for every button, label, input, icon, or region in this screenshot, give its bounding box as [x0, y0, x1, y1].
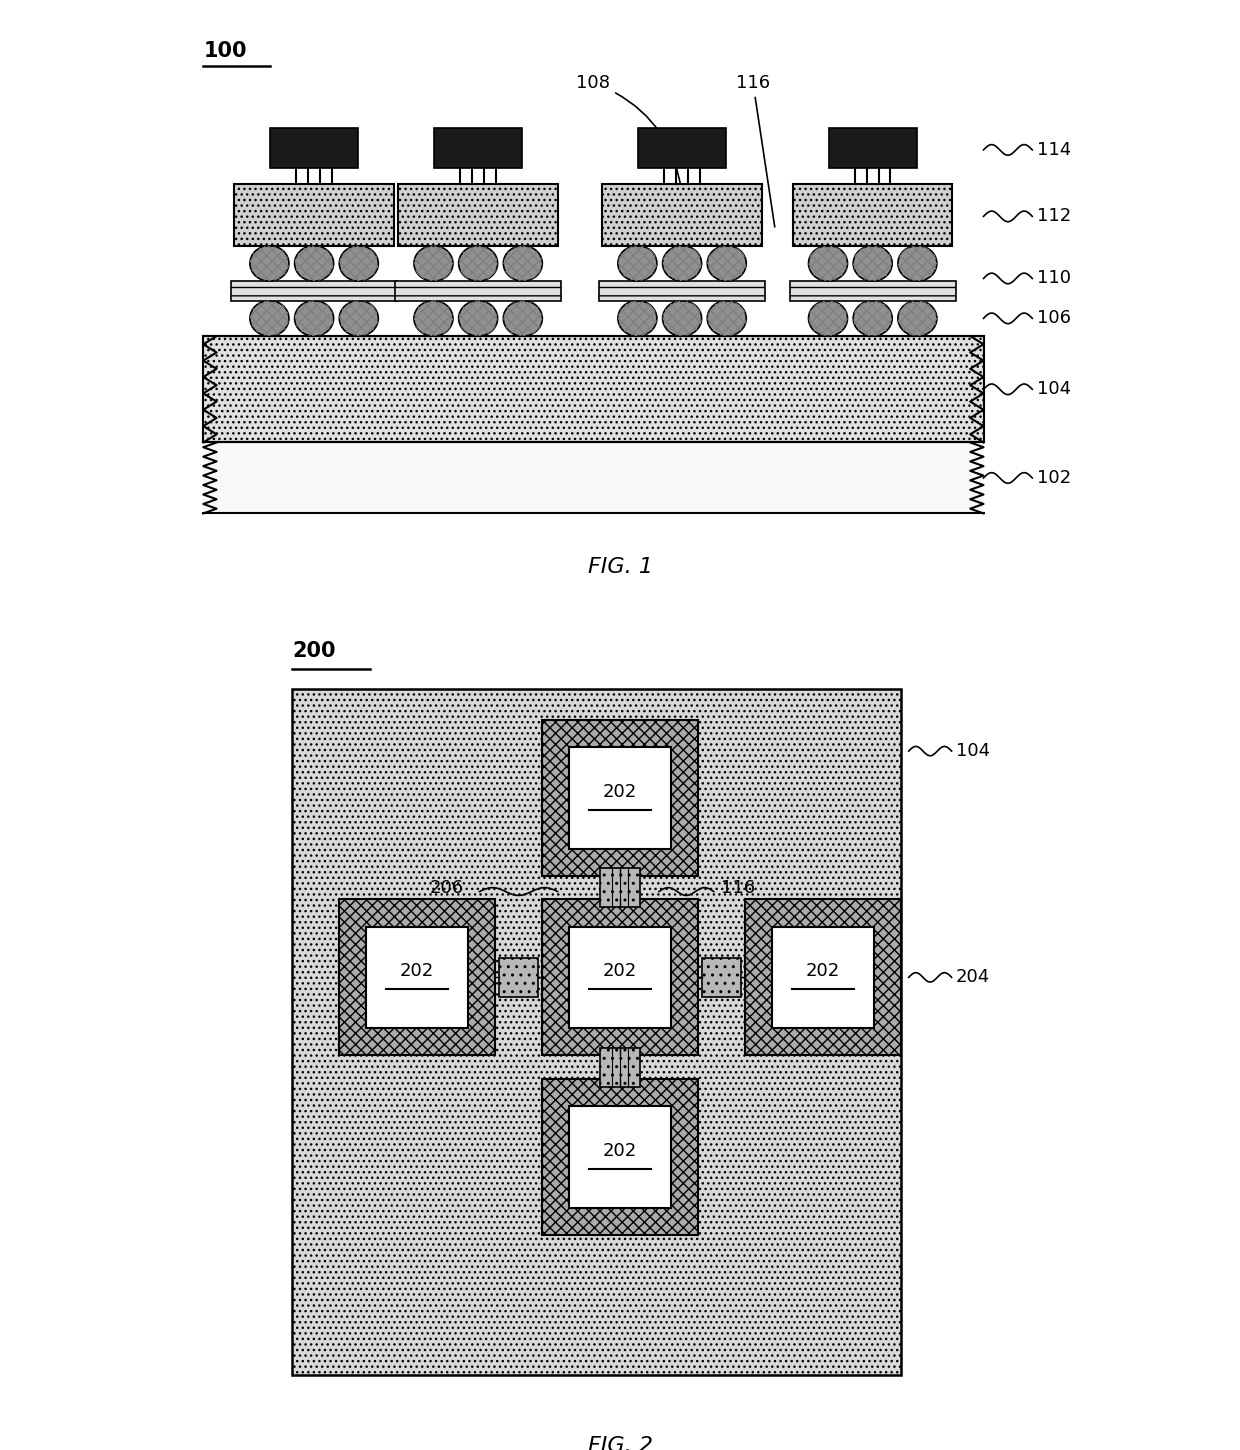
Bar [270, 128, 358, 168]
Ellipse shape [853, 245, 893, 281]
Ellipse shape [414, 300, 453, 336]
Text: 202: 202 [806, 963, 839, 980]
Bar [600, 869, 640, 908]
Bar [569, 747, 671, 848]
Bar [542, 1079, 698, 1235]
Text: FIG. 1: FIG. 1 [588, 557, 652, 577]
Text: 110: 110 [1037, 270, 1070, 287]
Text: 114: 114 [1037, 141, 1071, 160]
Text: 200: 200 [293, 641, 336, 661]
Bar [792, 184, 952, 245]
Bar [603, 184, 761, 245]
Bar [745, 899, 901, 1056]
Bar [398, 184, 558, 245]
Bar [569, 1106, 671, 1208]
Ellipse shape [662, 245, 702, 281]
Bar [293, 689, 901, 1375]
Bar [702, 958, 742, 996]
Bar [434, 128, 522, 168]
Bar [498, 958, 538, 996]
Ellipse shape [459, 300, 497, 336]
Ellipse shape [618, 300, 657, 336]
Text: 108: 108 [577, 74, 682, 191]
Bar [542, 719, 698, 876]
Bar [339, 899, 495, 1056]
Bar [790, 281, 956, 300]
Ellipse shape [295, 245, 334, 281]
Ellipse shape [662, 300, 702, 336]
Ellipse shape [898, 300, 937, 336]
Ellipse shape [414, 245, 453, 281]
Text: 206: 206 [430, 879, 464, 896]
Bar [828, 128, 916, 168]
Bar [600, 1047, 640, 1086]
Bar [203, 442, 983, 513]
Bar [542, 899, 698, 1056]
Ellipse shape [503, 300, 542, 336]
Bar [569, 927, 671, 1028]
Bar [639, 128, 725, 168]
Bar [231, 281, 397, 300]
Ellipse shape [853, 300, 893, 336]
Ellipse shape [250, 245, 289, 281]
Ellipse shape [707, 245, 746, 281]
Ellipse shape [459, 245, 497, 281]
Text: 202: 202 [401, 963, 434, 980]
Ellipse shape [707, 300, 746, 336]
Bar [366, 927, 467, 1028]
Bar [773, 927, 874, 1028]
Text: 202: 202 [603, 963, 637, 980]
Bar [396, 281, 562, 300]
Text: 204: 204 [956, 969, 990, 986]
Bar [203, 336, 983, 442]
Ellipse shape [808, 245, 847, 281]
Text: 202: 202 [603, 1141, 637, 1160]
Bar [599, 281, 765, 300]
Ellipse shape [340, 245, 378, 281]
Text: 102: 102 [1037, 468, 1071, 487]
Text: 104: 104 [956, 742, 990, 760]
Text: 116: 116 [735, 74, 775, 228]
Text: 106: 106 [1037, 309, 1070, 328]
Ellipse shape [808, 300, 847, 336]
Ellipse shape [250, 300, 289, 336]
Ellipse shape [618, 245, 657, 281]
Text: FIG. 2: FIG. 2 [588, 1436, 652, 1450]
Text: 104: 104 [1037, 380, 1071, 399]
Ellipse shape [898, 245, 937, 281]
Text: 112: 112 [1037, 207, 1071, 225]
Text: 100: 100 [203, 41, 247, 61]
Ellipse shape [503, 245, 542, 281]
Bar [234, 184, 394, 245]
Text: 202: 202 [603, 783, 637, 800]
Text: 116: 116 [722, 879, 755, 896]
Ellipse shape [340, 300, 378, 336]
Ellipse shape [295, 300, 334, 336]
